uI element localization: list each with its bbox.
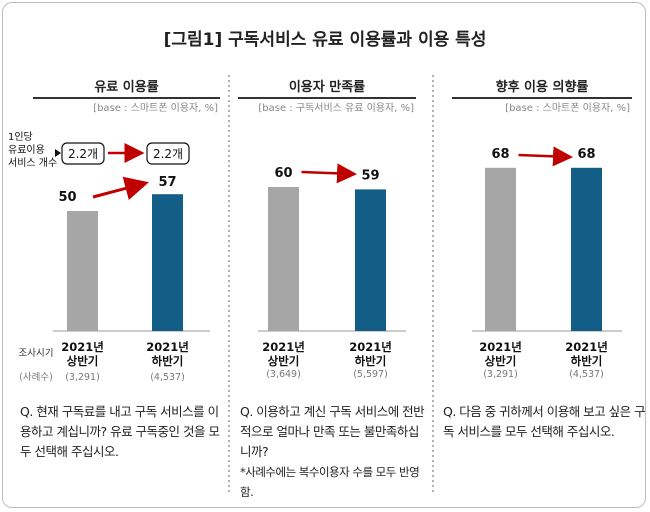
per-person-label: 유료이용: [8, 144, 45, 156]
category-label: 하반기: [571, 354, 603, 368]
question-2: Q. 이용하고 계신 구독 서비스에 전반적으로 얼마나 만족 또는 불만족하십…: [240, 402, 425, 502]
figure-frame: [2, 2, 646, 508]
cases-row-label: (사례수): [19, 372, 53, 383]
category-label: 하반기: [355, 354, 387, 368]
question-text: Q. 다음 중 귀하께서 이용해 보고 싶은 구독 서비스를 모두 선택해 주십…: [443, 404, 646, 439]
bar: [67, 211, 98, 331]
panel-title: 유료 이용률: [94, 79, 158, 95]
data-label: 68: [491, 147, 509, 162]
category-label: 하반기: [152, 354, 184, 368]
base-label: [base : 구독서비스 유료 이용자, %]: [258, 102, 414, 114]
data-label: 68: [577, 147, 595, 162]
panel-title: 이용자 만족률: [289, 79, 365, 95]
cases-label: (4,537): [150, 372, 185, 383]
category-label: 상반기: [485, 354, 517, 368]
panel-title: 향후 이용 의향률: [496, 79, 589, 95]
category-label: 상반기: [268, 354, 300, 368]
per-person-label: 서비스 개수: [8, 157, 57, 169]
trend-arrow: [301, 163, 357, 184]
category-label: 2021년: [262, 340, 305, 354]
count-value: 2.2개: [153, 147, 183, 161]
category-label: 2021년: [146, 340, 189, 354]
figure-title: [그림1] 구독서비스 유료 이용률과 이용 특성: [164, 30, 487, 50]
per-person-label: 1인당: [8, 131, 33, 143]
bar: [485, 167, 516, 331]
category-label: 2021년: [479, 340, 522, 354]
data-label: 59: [361, 168, 379, 183]
question-3: Q. 다음 중 귀하께서 이용해 보고 싶은 구독 서비스를 모두 선택해 주십…: [443, 402, 648, 442]
trend-arrow: [92, 176, 149, 200]
data-label: 57: [158, 175, 176, 190]
category-label: 2021년: [349, 340, 392, 354]
question-text: Q. 이용하고 계신 구독 서비스에 전반적으로 얼마나 만족 또는 불만족하십…: [240, 404, 425, 459]
question-text: Q. 현재 구독료를 내고 구독 서비스를 이용하고 계십니까? 유료 구독중인…: [20, 404, 220, 459]
cases-label: (3,291): [65, 372, 100, 383]
count-box: [146, 142, 190, 165]
category-label: 2021년: [565, 340, 608, 354]
note-text: *사례수에는 복수이용자 수를 모두 반영함.: [240, 465, 420, 499]
bar: [571, 167, 602, 331]
base-label: [base : 스마트폰 이용자, %]: [93, 102, 218, 114]
count-value: 2.2개: [68, 147, 98, 161]
cases-label: (4,537): [569, 369, 604, 380]
count-box: [61, 142, 105, 165]
bar: [355, 189, 386, 331]
cases-label: (5,597): [353, 369, 388, 380]
cases-label: (3,291): [483, 369, 518, 380]
trend-arrow: [518, 146, 573, 167]
base-label: [base : 스마트폰 이용자, %]: [505, 102, 630, 114]
data-label: 60: [274, 166, 292, 181]
cases-label: (3,649): [266, 369, 301, 380]
pointer-icon: [55, 149, 61, 157]
category-label: 2021년: [61, 340, 104, 354]
data-label: 50: [58, 190, 76, 205]
bar: [268, 187, 299, 331]
category-label: 상반기: [67, 354, 99, 368]
question-1: Q. 현재 구독료를 내고 구독 서비스를 이용하고 계십니까? 유료 구독중인…: [20, 402, 220, 462]
period-row-label: 조사시기: [19, 348, 54, 359]
bar: [152, 194, 183, 331]
